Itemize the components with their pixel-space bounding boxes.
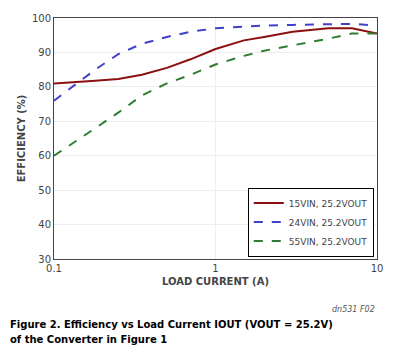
svg-text:LOAD CURRENT (A): LOAD CURRENT (A) xyxy=(162,276,269,287)
svg-text:15VIN, 25.2VOUT: 15VIN, 25.2VOUT xyxy=(289,199,367,209)
svg-text:Figure 2. Efficiency vs Load C: Figure 2. Efficiency vs Load Current IOU… xyxy=(10,319,333,330)
svg-text:1: 1 xyxy=(212,263,218,274)
svg-text:40: 40 xyxy=(38,219,51,230)
svg-text:30: 30 xyxy=(38,254,51,265)
svg-text:0.1: 0.1 xyxy=(46,263,62,274)
svg-text:80: 80 xyxy=(38,81,51,92)
svg-text:of the Converter in Figure 1: of the Converter in Figure 1 xyxy=(10,334,167,345)
svg-text:50: 50 xyxy=(38,185,51,196)
svg-text:60: 60 xyxy=(38,150,51,161)
svg-text:55VIN, 25.2VOUT: 55VIN, 25.2VOUT xyxy=(289,237,367,247)
svg-text:EFFICIENCY (%): EFFICIENCY (%) xyxy=(16,95,27,183)
svg-text:90: 90 xyxy=(38,47,51,58)
svg-text:10: 10 xyxy=(371,263,384,274)
svg-text:dn531 F02: dn531 F02 xyxy=(332,305,375,314)
svg-text:24VIN, 25.2VOUT: 24VIN, 25.2VOUT xyxy=(289,218,367,228)
svg-text:100: 100 xyxy=(32,13,51,24)
svg-text:70: 70 xyxy=(38,116,51,127)
